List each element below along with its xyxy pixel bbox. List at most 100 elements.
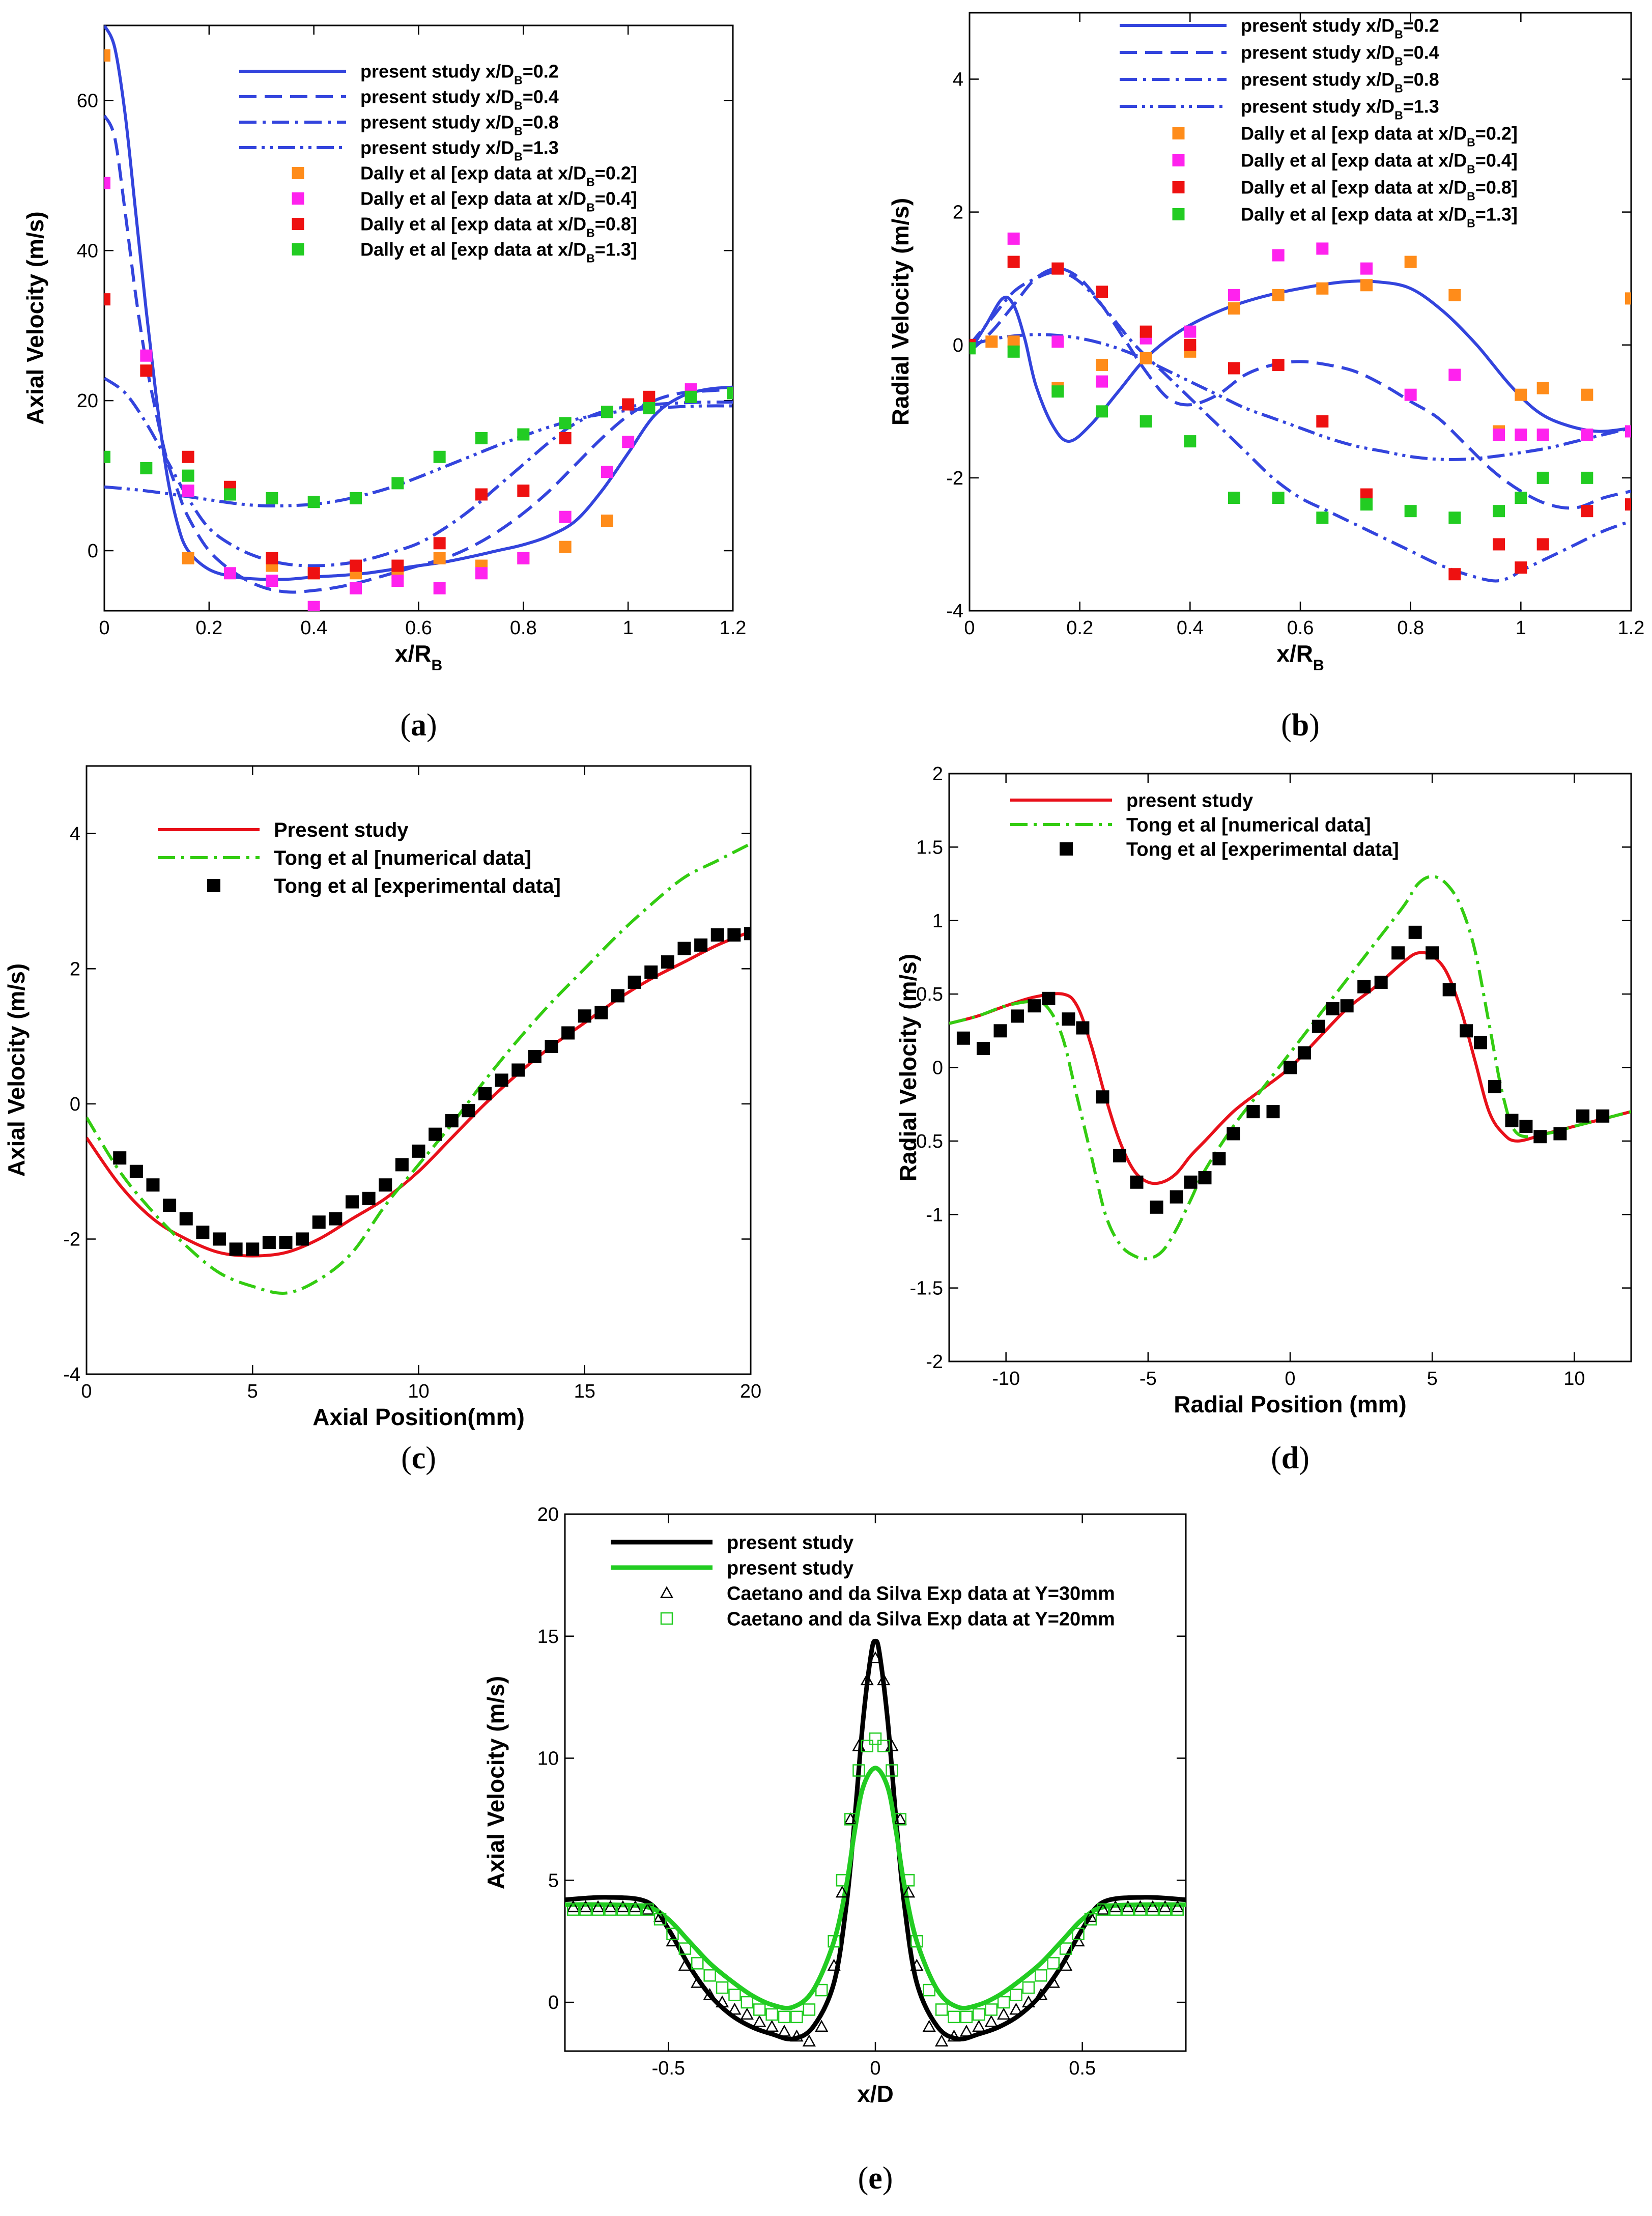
data-point: [559, 541, 572, 553]
data-point: [140, 462, 153, 474]
data-point: [1062, 1012, 1075, 1026]
y-tick-label: 60: [77, 90, 98, 111]
data-point: [395, 1158, 409, 1172]
data-point: [703, 1988, 717, 2000]
data-point: [140, 364, 153, 377]
legend-label: Dally et al [exp data at x/DB=0.8]: [360, 214, 637, 240]
data-point: [517, 552, 530, 564]
series-line-0: [104, 25, 733, 581]
data-point: [740, 2007, 754, 2020]
panel-caption: (a): [400, 708, 437, 743]
data-point: [601, 515, 613, 527]
data-point: [1227, 1127, 1240, 1141]
data-point: [790, 2010, 803, 2024]
data-point: [1140, 352, 1152, 364]
data-point: [1519, 1120, 1533, 1133]
series-line-0: [87, 930, 751, 1258]
y-axis-label: Radial Velocity (m/s): [887, 198, 914, 425]
data-point: [578, 1009, 591, 1023]
data-point: [182, 450, 194, 463]
data-point: [1134, 1903, 1147, 1916]
data-point: [1096, 358, 1108, 371]
data-point: [412, 1144, 425, 1158]
legend-label: Caetano and da Silva Exp data at Y=20mm: [727, 1608, 1115, 1630]
data-point: [1109, 1903, 1122, 1916]
data-point: [1404, 505, 1417, 518]
data-point: [1113, 1149, 1126, 1162]
y-tick-label: -2: [63, 1229, 80, 1250]
data-point: [710, 928, 724, 942]
data-point: [727, 387, 733, 400]
data-point: [104, 293, 110, 306]
data-point: [1442, 983, 1456, 997]
data-point: [182, 485, 194, 497]
series-line-0: [970, 279, 1631, 443]
data-point: [350, 582, 362, 594]
x-tick-label: 1.2: [1618, 617, 1645, 639]
panel-caption: (e): [858, 2161, 893, 2196]
y-tick-label: -4: [63, 1364, 80, 1385]
y-tick-label: 0: [932, 1058, 943, 1079]
data-point: [1228, 492, 1240, 504]
legend-label: present study x/DB=0.8: [1241, 69, 1439, 95]
chart-b: 0 0.2 0.4 0.6 0.8 1 1.2 -4 -2 0 2 4 x/RB Radial Veloc…: [887, 12, 1645, 743]
legend-marker-swatch: [1172, 154, 1185, 166]
data-point: [691, 1957, 704, 1970]
data-point: [960, 2010, 973, 2024]
y-tick-label: -2: [926, 1351, 943, 1373]
data-point: [1374, 976, 1388, 989]
y-tick-label: 0: [953, 335, 963, 356]
x-axis-label: Radial Position (mm): [1174, 1391, 1406, 1417]
y-tick-label: 4: [953, 69, 963, 91]
data-point: [1533, 1130, 1547, 1144]
y-tick-label: 0: [548, 1992, 559, 2013]
data-point: [140, 349, 153, 362]
data-point: [616, 1900, 630, 1913]
y-tick-label: 1.5: [916, 837, 943, 858]
data-point: [1051, 385, 1064, 398]
x-tick-label: 1: [623, 617, 634, 639]
data-point: [778, 2010, 791, 2024]
data-point: [1059, 1958, 1073, 1971]
data-point: [346, 1195, 359, 1209]
data-point: [1084, 1913, 1097, 1926]
data-point: [129, 1164, 143, 1178]
data-point: [1158, 1900, 1172, 1913]
series-line-1: [949, 875, 1631, 1261]
data-point: [1022, 1981, 1035, 1994]
data-point: [1171, 1900, 1184, 1913]
data-point: [391, 575, 404, 587]
data-point: [1184, 435, 1197, 448]
y-tick-label: 2: [70, 958, 80, 980]
data-point: [1076, 1021, 1090, 1035]
legend-label: Dally et al [exp data at x/DB=0.4]: [1241, 150, 1518, 176]
data-point: [815, 1983, 828, 1997]
data-point: [777, 2025, 791, 2037]
y-tick-label: 0.5: [916, 984, 943, 1005]
data-point: [1493, 505, 1505, 518]
data-point: [1326, 1002, 1340, 1015]
data-point: [977, 1041, 990, 1055]
data-point: [1009, 2002, 1023, 2015]
data-point: [1493, 538, 1505, 551]
data-point: [753, 2003, 766, 2016]
y-tick-label: 15: [537, 1626, 559, 1647]
data-point: [1212, 1152, 1226, 1166]
data-point: [1515, 388, 1527, 401]
data-point: [641, 1902, 654, 1915]
data-point: [1028, 999, 1041, 1013]
data-point: [561, 1026, 575, 1040]
data-point: [1536, 471, 1549, 484]
x-tick-label: 1: [1516, 617, 1526, 639]
data-point: [1581, 429, 1593, 441]
data-point: [629, 1900, 642, 1913]
x-tick-label: 10: [1563, 1368, 1585, 1389]
data-point: [579, 1900, 592, 1913]
data-point: [923, 1983, 935, 1997]
data-point: [475, 488, 488, 501]
series-group: [104, 25, 733, 611]
legend-marker-swatch: [660, 1586, 674, 1599]
x-tick-label: 0.4: [300, 617, 327, 639]
